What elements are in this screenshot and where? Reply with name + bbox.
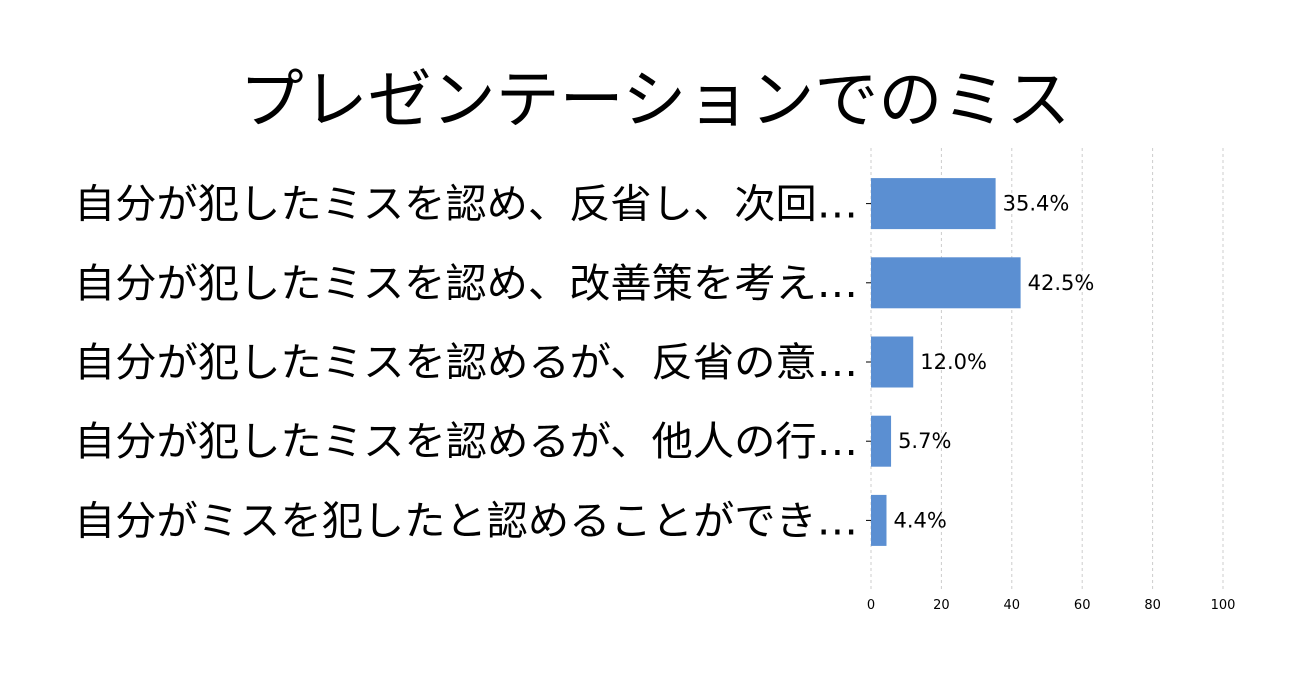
- bar: [871, 415, 892, 467]
- category-label: 自分がミスを犯したと認めることができ…: [74, 498, 858, 544]
- bar: [871, 257, 1021, 309]
- bar: [871, 336, 914, 388]
- value-label: 12.0%: [920, 350, 987, 374]
- category-label: 自分が犯したミスを認め、改善策を考え…: [74, 261, 858, 307]
- x-tick-label: 60: [1074, 598, 1091, 613]
- value-label: 4.4%: [893, 508, 946, 532]
- x-tick-label: 0: [867, 598, 875, 613]
- x-axis-ticks: 0 20 40 60 80 100: [867, 598, 1236, 613]
- category-label: 自分が犯したミスを認めるが、他人の行…: [74, 419, 858, 465]
- x-tick-label: 80: [1144, 598, 1161, 613]
- chart-title: プレゼンテーションでのミス: [240, 64, 1071, 138]
- category-label: 自分が犯したミスを認めるが、反省の意…: [74, 340, 858, 386]
- bar: [871, 178, 996, 230]
- x-tick-label: 20: [933, 598, 950, 613]
- category-labels: 自分が犯したミスを認め、反省し、次回… 自分が犯したミスを認め、改善策を考え… 自分…: [74, 182, 858, 545]
- x-tick-label: 40: [1004, 598, 1021, 613]
- value-labels: 35.4% 42.5% 12.0% 5.7% 4.4%: [893, 192, 1094, 533]
- bars: [866, 178, 1021, 546]
- bar: [871, 494, 887, 546]
- value-label: 35.4%: [1003, 192, 1070, 216]
- category-label: 自分が犯したミスを認め、反省し、次回…: [74, 182, 858, 228]
- value-label: 42.5%: [1028, 271, 1095, 295]
- value-label: 5.7%: [898, 429, 951, 453]
- x-tick-label: 100: [1211, 598, 1236, 613]
